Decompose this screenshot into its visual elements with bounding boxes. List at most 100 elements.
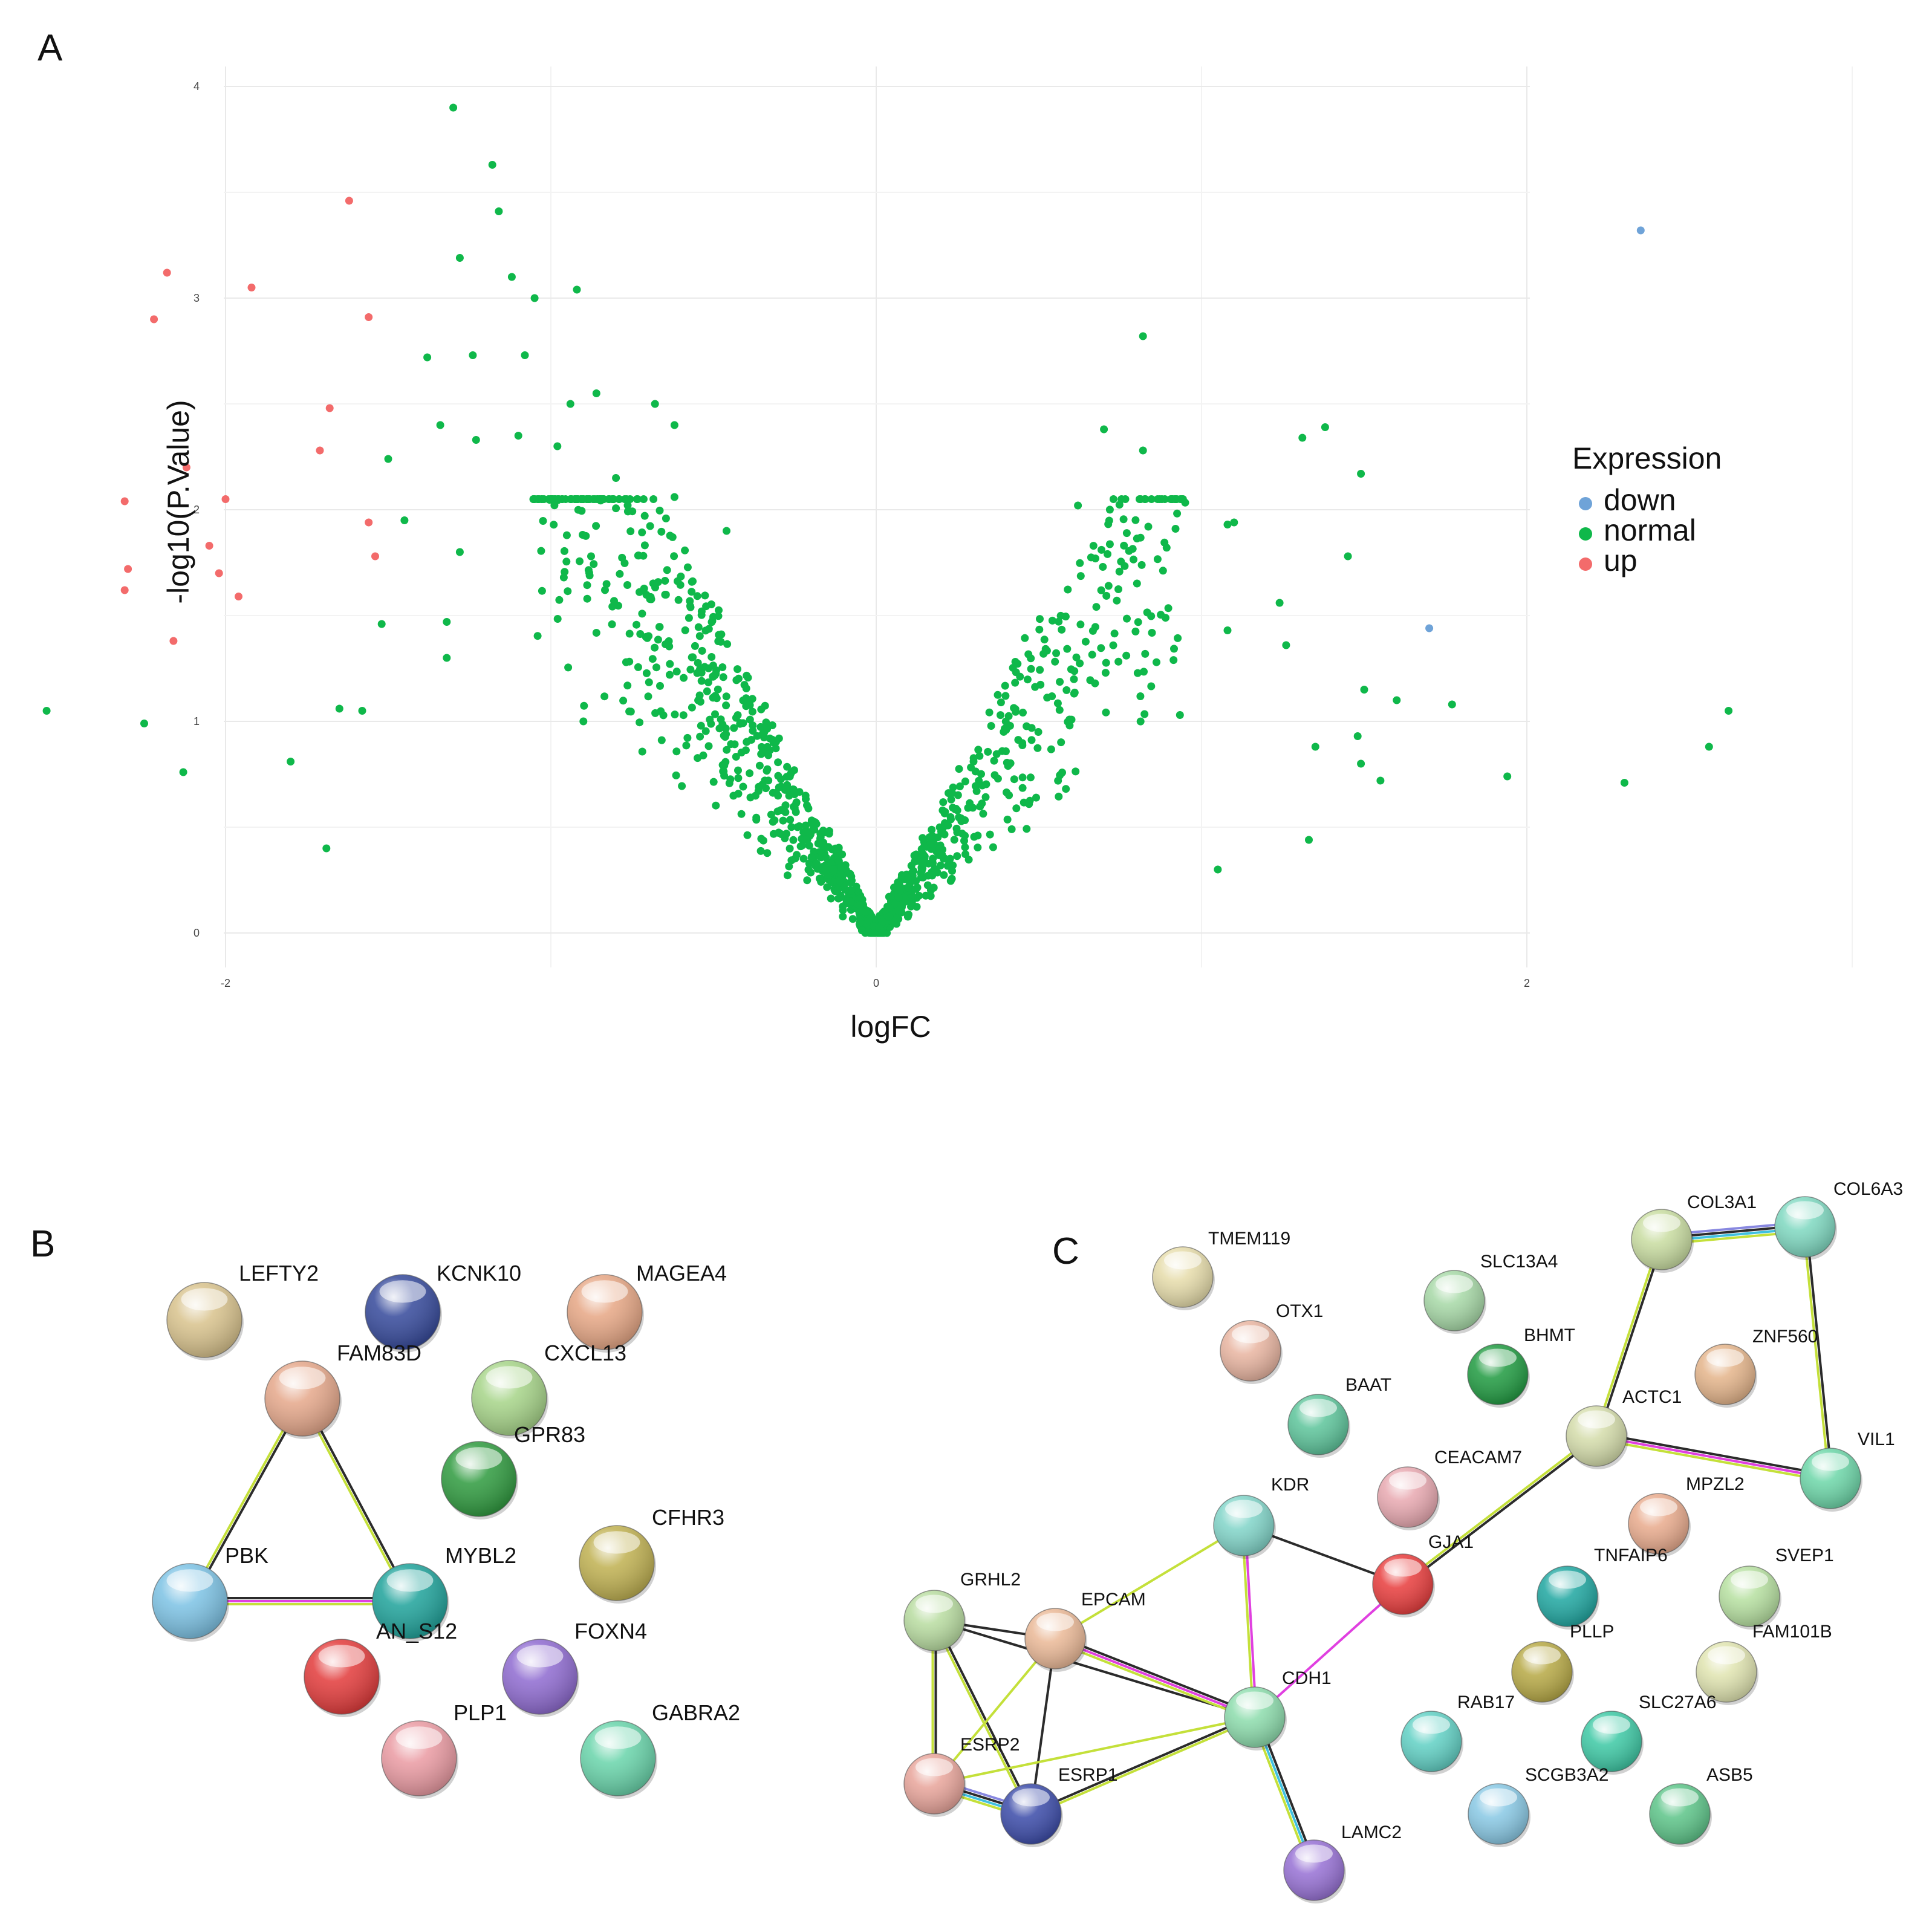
point-normal [42,707,51,715]
edge-line [302,1397,412,1601]
point-normal [1102,658,1110,667]
node-actc1[interactable]: ACTC1 [1566,1387,1682,1469]
node-fam101b[interactable]: FAM101B [1696,1622,1832,1705]
node-gpr83[interactable]: GPR83 [441,1422,585,1520]
node-znf560[interactable]: ZNF560 [1694,1327,1818,1408]
node-gja1[interactable]: GJA1 [1372,1532,1474,1617]
node-pbk[interactable]: PBK [152,1543,268,1642]
node-grhl2[interactable]: GRHL2 [903,1570,1021,1654]
point-normal [864,917,873,925]
node-anks12[interactable]: AN_S12 [304,1619,457,1717]
point-normal [1357,759,1365,768]
node-kdr[interactable]: KDR [1213,1475,1309,1559]
point-normal [1139,446,1147,455]
node-gabra2[interactable]: GABRA2 [580,1700,740,1799]
node-scgb3a2[interactable]: SCGB3A2 [1468,1765,1608,1847]
node-pllp[interactable]: PLLP [1511,1622,1614,1705]
node-rab17[interactable]: RAB17 [1400,1692,1515,1775]
point-normal [1137,561,1146,569]
point-normal [1170,645,1178,653]
point-normal [538,587,546,595]
node-plp1[interactable]: PLP1 [381,1700,507,1799]
point-normal [1099,563,1107,571]
node-foxn4[interactable]: FOXN4 [502,1619,647,1717]
node-otx1[interactable]: OTX1 [1220,1301,1323,1384]
node-svep1[interactable]: SVEP1 [1719,1546,1834,1630]
point-normal [1036,615,1044,623]
node-label: TMEM119 [1208,1229,1290,1249]
node-ceacam7[interactable]: CEACAM7 [1377,1448,1522,1530]
point-normal [1027,724,1036,732]
node-label: ESRP1 [1058,1765,1117,1785]
point-normal [1153,555,1162,564]
node-outline [1152,1246,1214,1308]
point-normal [819,827,827,835]
node-lefty2[interactable]: LEFTY2 [166,1261,319,1360]
point-normal [700,663,709,671]
point-normal [953,852,961,860]
node-esrp1[interactable]: ESRP1 [1000,1765,1117,1847]
point-normal [971,782,980,790]
point-normal [746,769,754,778]
point-normal [1115,501,1124,509]
node-magea4[interactable]: MAGEA4 [567,1261,727,1353]
node-epcam[interactable]: EPCAM [1024,1590,1146,1672]
point-normal [846,870,854,878]
point-normal [714,612,723,620]
node-label: BHMT [1524,1325,1575,1345]
node-bhmt[interactable]: BHMT [1467,1325,1575,1408]
point-normal [697,677,706,685]
point-normal [634,551,643,560]
point-normal [793,823,802,831]
node-mpzl2[interactable]: MPZL2 [1628,1474,1745,1557]
point-normal [1136,717,1145,726]
point-normal [829,865,838,874]
node-cxcl13[interactable]: CXCL13 [471,1341,626,1438]
point-normal [686,665,695,674]
node-slc13a4[interactable]: SLC13A4 [1423,1252,1558,1334]
point-normal [628,507,637,516]
point-normal [944,821,952,830]
legend-label-down: down [1604,483,1676,517]
point-normal [848,915,857,923]
point-normal [777,775,785,784]
point-normal [986,830,994,839]
point-normal [322,844,331,853]
point-normal [601,586,609,594]
point-normal [891,900,899,908]
node-esrp2[interactable]: ESRP2 [903,1735,1020,1817]
node-slc27a6[interactable]: SLC27A6 [1581,1692,1716,1775]
node-asb5[interactable]: ASB5 [1649,1765,1753,1847]
point-normal [857,926,866,935]
point-normal [623,681,632,690]
node-outline [264,1360,340,1437]
node-gloss [166,1569,213,1592]
node-mybl2[interactable]: MYBL2 [372,1543,516,1642]
node-gloss [1708,1646,1745,1665]
point-normal [1007,825,1016,833]
point-normal [688,703,696,712]
node-vil1[interactable]: VIL1 [1800,1429,1895,1512]
panel-label-c: C [1052,1230,1079,1272]
point-normal [1014,736,1023,744]
point-normal [670,421,678,429]
node-tnfaip6[interactable]: TNFAIP6 [1537,1546,1668,1630]
point-normal [712,801,720,810]
node-fam83d[interactable]: FAM83D [264,1341,421,1439]
point-normal [521,351,529,359]
point-normal [1047,745,1055,753]
node-lamc2[interactable]: LAMC2 [1283,1822,1402,1903]
point-normal [699,751,707,759]
node-cdh1[interactable]: CDH1 [1224,1668,1332,1750]
node-cfhr3[interactable]: CFHR3 [579,1505,724,1604]
node-kcnk10[interactable]: KCNK10 [365,1261,521,1353]
point-normal [1027,665,1035,673]
edge-line [1053,1640,1254,1721]
node-col6a3[interactable]: COL6A3 [1774,1179,1903,1260]
node-label: SLC27A6 [1639,1692,1716,1712]
node-baat[interactable]: BAAT [1287,1375,1391,1458]
node-outline [903,1753,965,1815]
node-label: BAAT [1345,1375,1391,1395]
node-tmem119[interactable]: TMEM119 [1152,1229,1290,1310]
node-col3a1[interactable]: COL3A1 [1631,1192,1757,1273]
